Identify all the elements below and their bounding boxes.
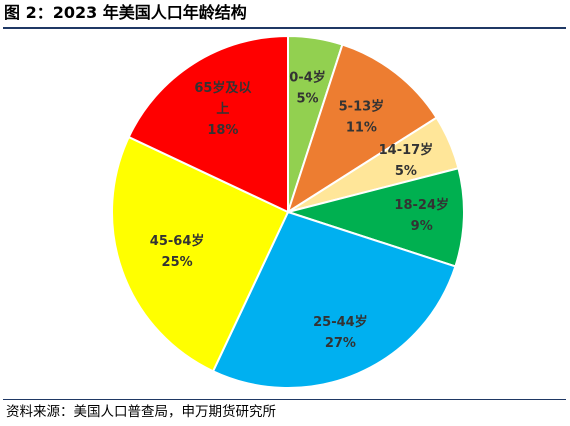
slice-value-label-5: 25% <box>162 255 193 270</box>
slice-category-label-4: 25-44岁 <box>313 314 368 330</box>
slice-value-label-1: 11% <box>346 120 377 135</box>
slice-value-label-0: 5% <box>296 92 318 107</box>
pie-slice-1 <box>286 43 438 215</box>
slice-category-label-6: 上 <box>216 102 229 117</box>
slice-category-label-1: 5-13岁 <box>339 98 385 114</box>
slice-value-label-2: 5% <box>395 164 417 179</box>
pie-slice-6 <box>127 34 289 214</box>
pie-slice-3 <box>284 167 465 268</box>
slice-category-label-0: 0-4岁 <box>289 70 326 86</box>
slice-value-label-6: 18% <box>207 123 238 138</box>
pie-slices <box>111 34 465 389</box>
pie-labels: 0-4岁 5% 5-13岁 11%14-17岁 5% 18-24岁 9% 25-44岁 27% 4… <box>150 70 449 352</box>
slice-category-label-5: 45-64岁 <box>150 233 205 249</box>
pie-slice-5 <box>111 135 290 373</box>
figure-title: 图 2：2023 年美国人口年龄结构 <box>4 3 247 22</box>
slice-value-label-4: 27% <box>325 336 356 351</box>
slice-value-label-3: 9% <box>411 219 433 234</box>
slice-category-label-6: 65岁及以 <box>194 80 251 96</box>
source-note: 资料来源：美国人口普查局，申万期货研究所 <box>6 404 276 420</box>
title-divider <box>3 27 566 29</box>
slice-category-label-2: 14-17岁 <box>379 142 434 158</box>
pie-slice-4 <box>211 210 457 389</box>
slice-category-label-3: 18-24岁 <box>394 197 449 213</box>
source-divider <box>3 399 566 400</box>
